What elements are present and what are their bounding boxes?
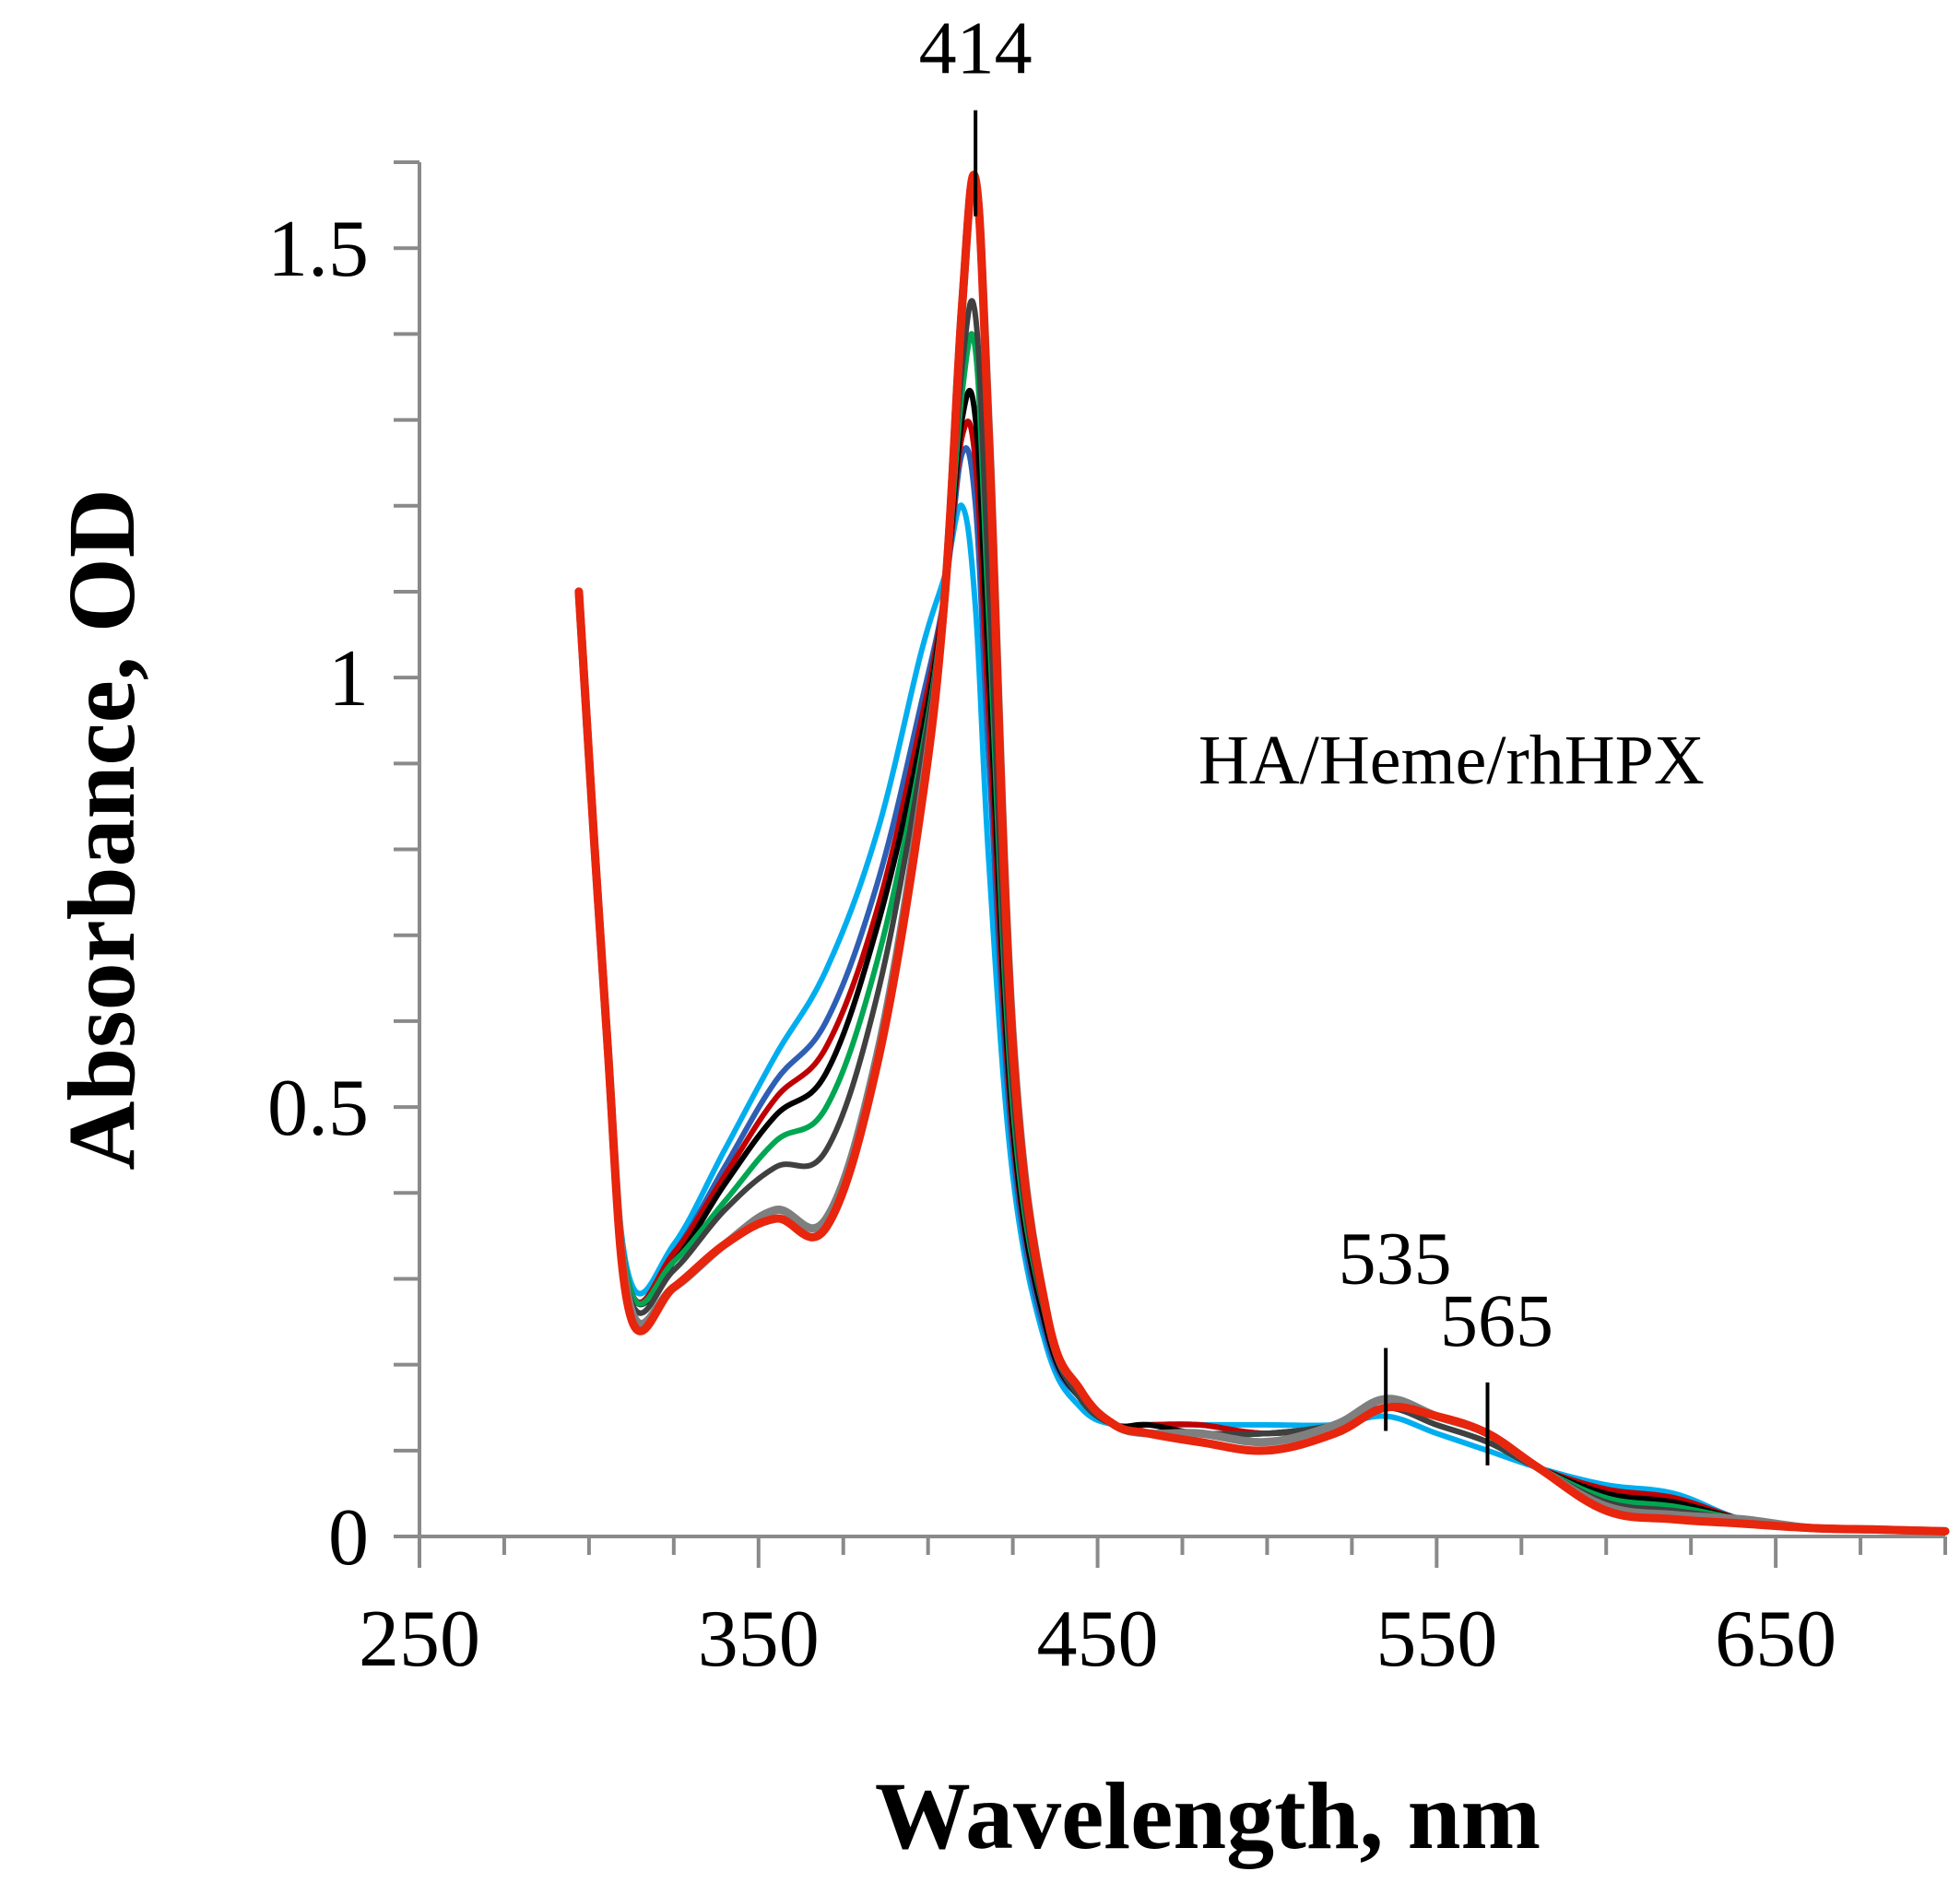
y-axis-title: Absorbance, OD	[49, 488, 155, 1171]
series-line	[575, 387, 1948, 1535]
series-line	[574, 171, 1950, 1536]
x-tick-label: 450	[1037, 1595, 1159, 1684]
series-line	[575, 445, 1948, 1535]
x-tick-label: 550	[1376, 1595, 1497, 1684]
series-line	[575, 502, 1948, 1535]
x-tick-label: 650	[1715, 1595, 1836, 1684]
peak-label: 414	[919, 6, 1033, 90]
x-axis-title: Wavelength, nm	[875, 1763, 1541, 1869]
peak-label: 535	[1339, 1217, 1452, 1301]
peak-label: 565	[1440, 1278, 1553, 1362]
axes: 0 0.5 1 1.5 250 350 450 550 650	[267, 160, 1947, 1684]
y-tick-label: 1	[328, 634, 369, 724]
y-tick-label: 1.5	[267, 205, 369, 294]
x-tick-label: 250	[359, 1595, 480, 1684]
x-tick-label: 350	[698, 1595, 820, 1684]
series-line	[575, 298, 1948, 1535]
series-layer	[574, 171, 1950, 1536]
series-line	[574, 171, 1950, 1536]
y-tick-label: 0	[328, 1493, 369, 1583]
inset-label: HA/Heme/rhHPX	[1198, 722, 1705, 799]
series-line	[575, 418, 1948, 1535]
series-line	[575, 331, 1948, 1535]
y-tick-label: 0.5	[267, 1064, 369, 1153]
